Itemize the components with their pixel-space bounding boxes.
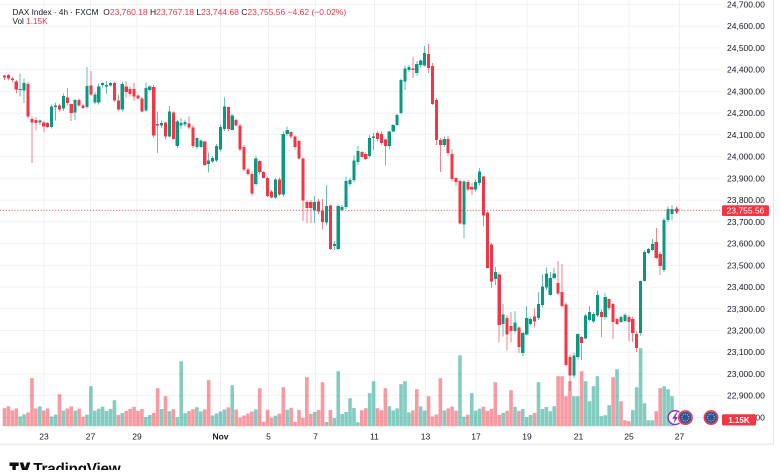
svg-text:23,100.00: 23,100.00	[727, 347, 765, 357]
svg-text:23,400.00: 23,400.00	[727, 282, 765, 292]
svg-text:23,700.00: 23,700.00	[727, 217, 765, 227]
svg-text:24,100.00: 24,100.00	[727, 130, 765, 140]
svg-text:27: 27	[86, 432, 96, 442]
svg-text:23,755.56: 23,755.56	[727, 205, 765, 215]
svg-text:23,900.00: 23,900.00	[727, 173, 765, 183]
svg-text:24,200.00: 24,200.00	[727, 108, 765, 118]
svg-text:24,600.00: 24,600.00	[727, 21, 765, 31]
svg-text:1.15K: 1.15K	[728, 416, 750, 425]
svg-text:27: 27	[675, 432, 685, 442]
svg-text:24,300.00: 24,300.00	[727, 86, 765, 96]
svg-text:23,500.00: 23,500.00	[727, 260, 765, 270]
svg-text:23,200.00: 23,200.00	[727, 326, 765, 336]
svg-text:23,000.00: 23,000.00	[727, 369, 765, 379]
svg-text:23,300.00: 23,300.00	[727, 304, 765, 314]
svg-text:TradingView: TradingView	[33, 461, 120, 470]
svg-text:7: 7	[313, 432, 318, 442]
svg-text:11: 11	[370, 432, 379, 442]
svg-text:24,500.00: 24,500.00	[727, 43, 765, 53]
svg-text:13: 13	[421, 432, 431, 442]
svg-text:23,600.00: 23,600.00	[727, 239, 765, 249]
svg-text:24,700.00: 24,700.00	[727, 0, 765, 9]
svg-text:23: 23	[39, 432, 49, 442]
svg-text:DAX Index · 4h · FXCM O23,760: DAX Index · 4h · FXCM O23,760.18 H23,767…	[13, 7, 347, 17]
svg-text:23,800.00: 23,800.00	[727, 195, 765, 205]
svg-text:Vol 1.15K: Vol 1.15K	[13, 17, 49, 26]
svg-text:22,900.00: 22,900.00	[727, 391, 765, 401]
svg-text:24,400.00: 24,400.00	[727, 65, 765, 75]
svg-text:24,000.00: 24,000.00	[727, 152, 765, 162]
svg-text:29: 29	[132, 432, 142, 442]
svg-text:5: 5	[266, 432, 271, 442]
svg-text:25: 25	[624, 432, 634, 442]
svg-text:Nov: Nov	[212, 432, 228, 442]
svg-text:19: 19	[522, 432, 532, 442]
svg-text:17: 17	[471, 432, 481, 442]
svg-text:21: 21	[574, 432, 584, 442]
